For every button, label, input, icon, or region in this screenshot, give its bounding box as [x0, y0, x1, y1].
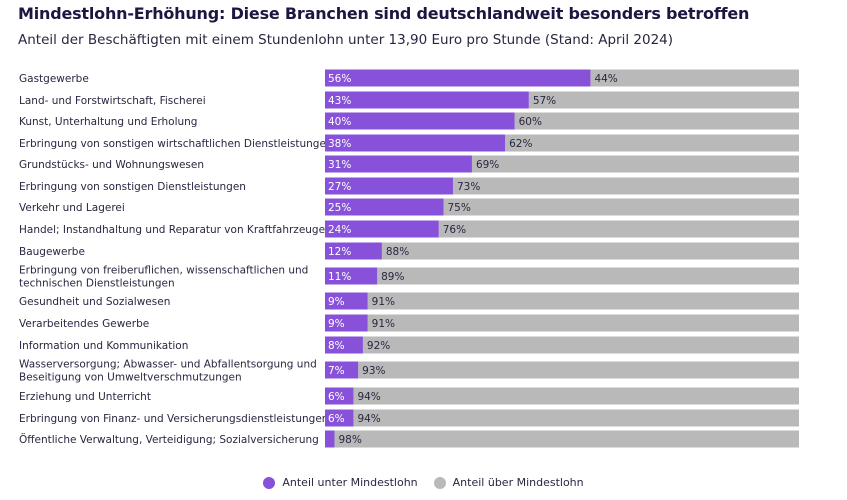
legend-label-below: Anteil unter Mindestlohn: [282, 476, 418, 489]
category-label: Erbringung von sonstigen Dienstleistunge…: [19, 181, 246, 193]
value-label-below: 38%: [328, 138, 351, 150]
value-label-above: 44%: [594, 73, 617, 85]
category-label: Wasserversorgung; Abwasser- und Abfallen…: [19, 359, 317, 384]
bar-below-minimum-wage: [325, 177, 453, 195]
value-label-below: 6%: [328, 413, 345, 425]
value-label-below: 25%: [328, 202, 351, 214]
category-label: Land- und Forstwirtschaft, Fischerei: [19, 95, 206, 107]
bar-below-minimum-wage: [325, 69, 591, 87]
bar-below-minimum-wage: [325, 361, 359, 379]
bar-above-minimum-wage: [452, 177, 799, 195]
bar-below-minimum-wage: [325, 430, 335, 448]
value-label-below: 6%: [328, 391, 345, 403]
category-label: Kunst, Unterhaltung und Erholung: [19, 116, 197, 128]
legend-swatch-below: [263, 476, 276, 489]
value-label-below: 27%: [328, 181, 351, 193]
bar-below-minimum-wage: [325, 155, 472, 173]
value-label-above: 91%: [372, 296, 395, 308]
value-label-above: 88%: [386, 246, 409, 258]
bar-below-minimum-wage: [325, 91, 529, 109]
bar-above-minimum-wage: [438, 220, 799, 238]
category-label: Verarbeitendes Gewerbe: [19, 318, 149, 330]
bar-above-minimum-wage: [377, 267, 799, 285]
bar-above-minimum-wage: [362, 336, 799, 354]
bar-above-minimum-wage: [353, 409, 799, 427]
value-label-above: 94%: [357, 413, 380, 425]
value-label-above: 62%: [509, 138, 532, 150]
value-label-above: 94%: [357, 391, 380, 403]
bar-above-minimum-wage: [528, 91, 799, 109]
bar-below-minimum-wage: [325, 220, 439, 238]
bar-below-minimum-wage: [325, 267, 378, 285]
value-label-below: 12%: [328, 246, 351, 258]
category-label: Erbringung von sonstigen wirtschaftliche…: [19, 138, 333, 150]
bar-below-minimum-wage: [325, 198, 444, 216]
value-label-above: 89%: [381, 271, 404, 283]
bar-above-minimum-wage: [514, 112, 799, 130]
bar-below-minimum-wage: [325, 242, 382, 260]
category-label: Information und Kommunikation: [19, 340, 188, 352]
value-label-above: 69%: [476, 159, 499, 171]
bar-above-minimum-wage: [471, 155, 799, 173]
bar-chart: Gastgewerbe 56% 44% Land- und Forstwirtscha…: [19, 69, 799, 448]
value-label-above: 76%: [443, 224, 466, 236]
category-label: Handel; Instandhaltung und Reparatur von…: [19, 224, 332, 236]
value-label-above: 60%: [519, 116, 542, 128]
bar-below-minimum-wage: [325, 314, 368, 332]
value-label-below: 7%: [328, 365, 345, 377]
category-label: Gastgewerbe: [19, 73, 89, 85]
bar-above-minimum-wage: [334, 430, 799, 448]
bar-above-minimum-wage: [443, 198, 799, 216]
bar-above-minimum-wage: [590, 69, 799, 87]
chart-subtitle: Anteil der Beschäftigten mit einem Stund…: [18, 32, 674, 48]
legend-item-above: Anteil über Mindestlohn: [433, 476, 584, 489]
value-label-below: 9%: [328, 296, 345, 308]
bar-above-minimum-wage: [367, 292, 799, 310]
value-label-above: 98%: [338, 434, 361, 446]
bar-below-minimum-wage: [325, 292, 368, 310]
bar-above-minimum-wage: [358, 361, 799, 379]
bar-below-minimum-wage: [325, 336, 363, 354]
bar-above-minimum-wage: [505, 134, 799, 152]
bar-below-minimum-wage: [325, 409, 354, 427]
chart-title: Mindestlohn-Erhöhung: Diese Branchen sin…: [18, 4, 750, 23]
category-label: Gesundheit und Sozialwesen: [19, 296, 170, 308]
category-label: Verkehr und Lagerei: [19, 202, 125, 214]
legend-item-below: Anteil unter Mindestlohn: [263, 476, 418, 489]
legend: Anteil unter Mindestlohn Anteil über Min…: [0, 476, 847, 489]
bar-below-minimum-wage: [325, 387, 354, 405]
bar-above-minimum-wage: [367, 314, 799, 332]
bar-above-minimum-wage: [381, 242, 799, 260]
value-label-above: 91%: [372, 318, 395, 330]
category-label: Erbringung von freiberuflichen, wissensc…: [19, 265, 308, 290]
value-label-below: 31%: [328, 159, 351, 171]
category-label: Erbringung von Finanz- und Versicherungs…: [19, 413, 328, 425]
value-label-above: 57%: [533, 95, 556, 107]
value-label-above: 73%: [457, 181, 480, 193]
legend-swatch-above: [433, 476, 446, 489]
bar-above-minimum-wage: [353, 387, 799, 405]
bar-below-minimum-wage: [325, 112, 515, 130]
category-label: Grundstücks- und Wohnungswesen: [19, 159, 204, 171]
value-label-below: 8%: [328, 340, 345, 352]
value-label-below: 43%: [328, 95, 351, 107]
category-label: Baugewerbe: [19, 246, 85, 258]
value-label-below: 56%: [328, 73, 351, 85]
value-label-below: 11%: [328, 271, 351, 283]
value-label-below: 40%: [328, 116, 351, 128]
legend-label-above: Anteil über Mindestlohn: [452, 476, 584, 489]
value-label-below: 9%: [328, 318, 345, 330]
category-label: Erziehung und Unterricht: [19, 391, 151, 403]
category-label: Öffentliche Verwaltung, Verteidigung; So…: [19, 433, 319, 446]
value-label-above: 92%: [367, 340, 390, 352]
value-label-above: 93%: [362, 365, 385, 377]
bar-below-minimum-wage: [325, 134, 506, 152]
value-label-above: 75%: [448, 202, 471, 214]
value-label-below: 24%: [328, 224, 351, 236]
